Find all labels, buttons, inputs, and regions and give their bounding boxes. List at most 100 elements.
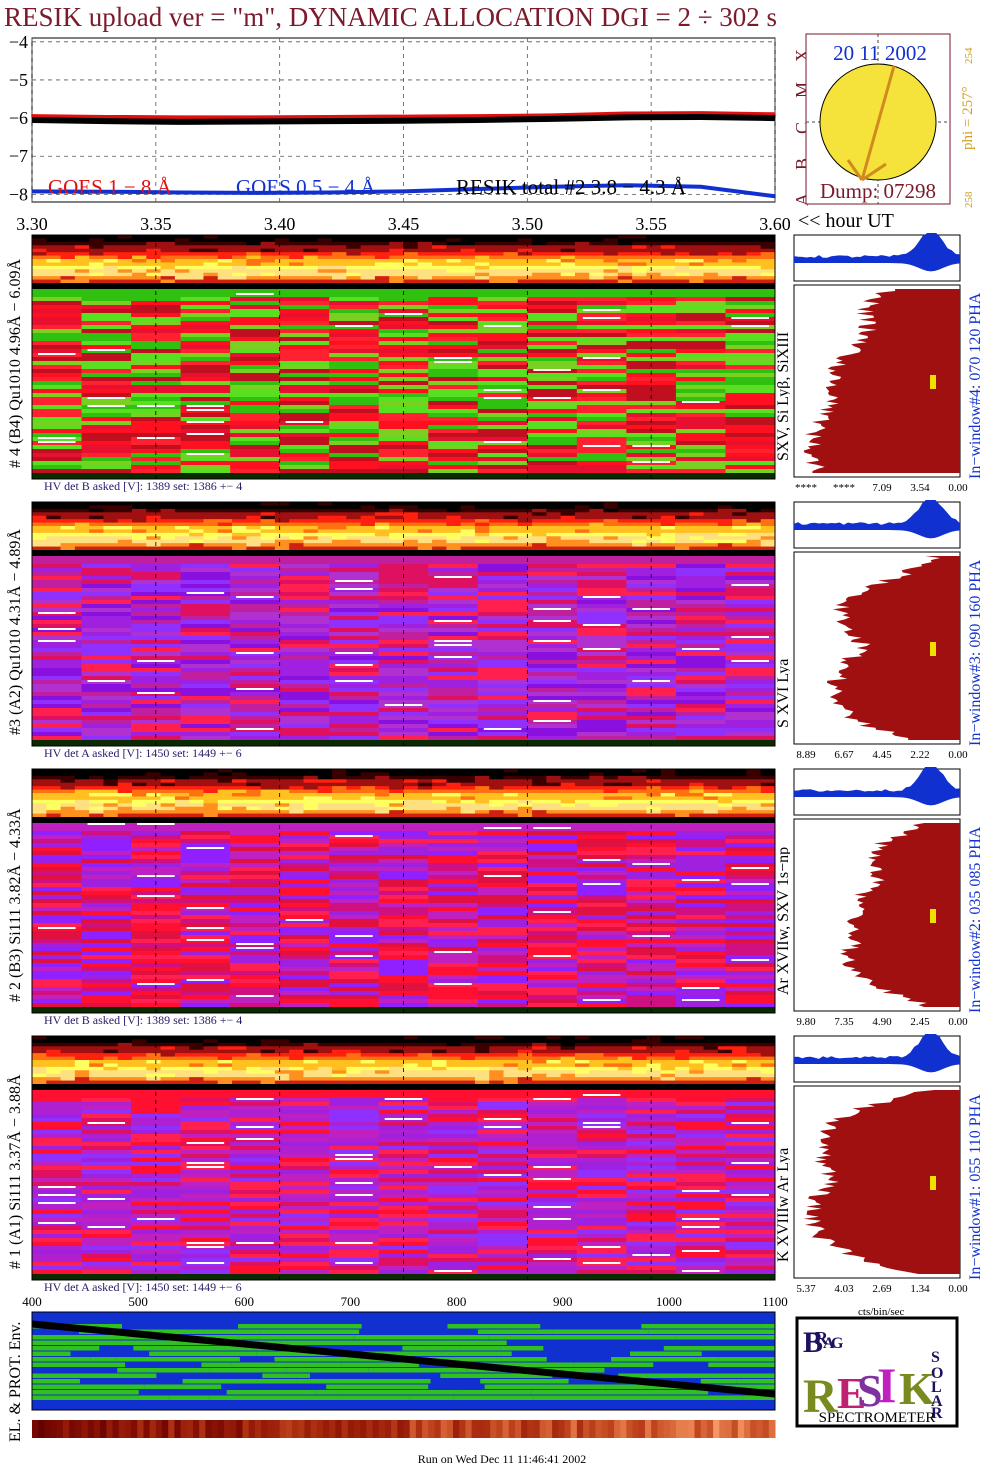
body-cell [81, 620, 132, 625]
head-cell [460, 262, 476, 267]
body-cell [675, 851, 726, 856]
head-cell [217, 1046, 233, 1051]
body-cell [81, 991, 132, 996]
body-cell [576, 995, 627, 1000]
body-highlight [731, 883, 769, 885]
head-cell [432, 1053, 447, 1058]
head-cell [432, 796, 447, 801]
head-cell [760, 505, 776, 510]
body-cell [477, 309, 528, 314]
body-cell [527, 361, 578, 366]
head-cell [474, 803, 490, 808]
head-cell [32, 255, 47, 260]
body-cell [675, 680, 726, 685]
head-cell [274, 772, 290, 777]
head-cell [189, 772, 204, 777]
body-cell [230, 664, 281, 669]
head-cell [303, 248, 319, 253]
body-cell [230, 712, 281, 717]
head-cell [660, 1046, 676, 1051]
head-cell [474, 512, 490, 517]
body-cell [180, 329, 231, 334]
head-cell [546, 248, 562, 253]
body-cell [329, 851, 380, 856]
body-cell [675, 847, 726, 852]
head-cell [246, 252, 262, 257]
body-cell [279, 393, 330, 398]
head-cell [746, 235, 762, 239]
head-cell [746, 279, 762, 284]
body-cell [279, 373, 330, 378]
head-cell [274, 1039, 290, 1044]
head-cell [274, 526, 290, 530]
body-cell [279, 624, 330, 629]
head-cell [89, 508, 104, 513]
head-cell [460, 1053, 476, 1058]
body-cell [675, 923, 726, 928]
head-cell [517, 769, 533, 773]
body-cell [230, 465, 281, 470]
head-cell [760, 536, 776, 541]
body-cell [527, 688, 578, 693]
body-cell [576, 385, 627, 390]
head-cell [32, 796, 47, 801]
body-cell [32, 907, 83, 912]
body-cell [279, 620, 330, 625]
body-cell [725, 584, 776, 589]
body-cell [527, 855, 578, 860]
head-cell [60, 508, 76, 513]
body-cell [576, 397, 627, 402]
body-cell [725, 409, 776, 414]
head-cell [674, 810, 690, 815]
body-cell [725, 879, 776, 884]
head-cell [189, 1049, 204, 1054]
body-cell [279, 967, 330, 972]
head-cell [332, 1049, 347, 1054]
head-cell [503, 515, 519, 520]
body-cell [477, 297, 528, 302]
head-cell [46, 279, 62, 284]
body-cell [428, 859, 479, 864]
body-cell [527, 301, 578, 306]
head-cell [532, 502, 547, 506]
head-cell [717, 279, 733, 284]
body-cell [329, 724, 380, 729]
body-cell [32, 433, 83, 438]
body-cell [675, 417, 726, 422]
body-cell [329, 696, 380, 701]
head-cell [232, 526, 247, 530]
head-cell [160, 1060, 176, 1064]
body-highlight [681, 987, 720, 989]
body-highlight [186, 847, 225, 849]
body-cell [675, 413, 726, 418]
head-cell [232, 235, 247, 239]
head-cell [89, 810, 104, 815]
body-cell [626, 349, 677, 354]
body-cell [81, 955, 132, 960]
head-cell [60, 813, 76, 818]
body-cell [626, 389, 677, 394]
body-cell [477, 445, 528, 450]
body-cell [32, 955, 83, 960]
head-cell [432, 793, 447, 797]
head-cell [660, 813, 676, 818]
head-cell [389, 813, 404, 818]
head-cell [146, 255, 162, 260]
head-cell [674, 512, 690, 517]
body-cell [81, 377, 132, 382]
body-cell [428, 1003, 479, 1008]
body-cell [477, 724, 528, 729]
head-cell [446, 1060, 462, 1064]
head-cell [560, 813, 576, 818]
body-cell [675, 967, 726, 972]
body-cell [576, 584, 627, 589]
head-cell [74, 235, 90, 239]
body-cell [329, 927, 380, 932]
head-cell [446, 526, 462, 530]
head-cell [617, 772, 633, 777]
head-cell [132, 789, 147, 794]
head-cell [274, 806, 290, 811]
body-cell [477, 580, 528, 585]
head-cell [603, 272, 619, 277]
head-cell [760, 526, 776, 530]
